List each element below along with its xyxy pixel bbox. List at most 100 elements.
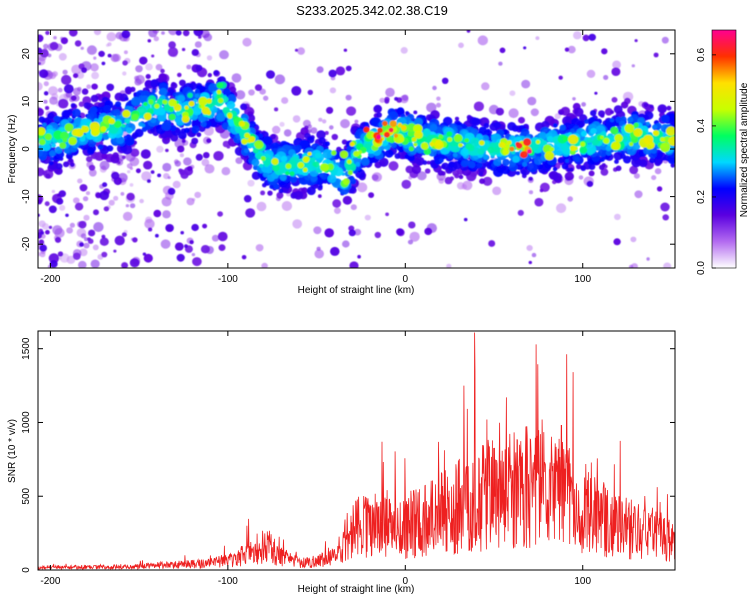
spectrogram-cell <box>420 142 429 150</box>
y-tick-label: 20 <box>21 48 32 60</box>
spectrogram-cell <box>183 157 192 166</box>
spectrogram-cell <box>334 207 341 214</box>
spectrogram-cell <box>342 240 350 248</box>
spectrogram-cell <box>348 163 355 169</box>
spectrogram-cell <box>243 148 249 153</box>
spectrogram-cell <box>611 141 621 151</box>
spectrogram-cell <box>462 180 473 191</box>
spectrogram-cell <box>60 131 69 140</box>
spectrogram-cell <box>586 137 593 144</box>
spectrogram-cell <box>174 242 184 251</box>
spectrogram-cell <box>48 86 58 96</box>
spectrogram-cell <box>101 234 106 239</box>
x-tick-label: 0 <box>403 274 409 285</box>
spectrogram-cell <box>363 126 370 133</box>
spectrogram-cell <box>340 119 350 129</box>
spectrogram-cell <box>227 119 232 123</box>
y-tick-label: 0 <box>21 567 32 573</box>
spectrogram-cell <box>176 111 181 116</box>
spectrogram-cell <box>81 88 89 95</box>
spectrogram-cell <box>143 112 152 121</box>
spectrogram-cell <box>83 102 91 109</box>
spectrogram-cell <box>123 50 128 55</box>
x-tick-label: 100 <box>574 576 591 587</box>
spectrogram-cell <box>97 144 104 150</box>
spectrogram-cell <box>216 112 226 122</box>
spectrogram-cell <box>342 195 353 205</box>
spectrogram-cell <box>527 162 538 173</box>
spectrogram-cell <box>314 249 325 259</box>
spectrogram-cell <box>231 73 242 83</box>
y-tick-label: 10 <box>21 95 32 107</box>
spectrogram-cell <box>564 171 574 181</box>
spectrogram-cell <box>541 140 548 146</box>
spectrogram-cell <box>394 153 401 159</box>
spectrogram-cell <box>69 30 78 37</box>
spectrogram-cell <box>58 53 67 61</box>
spectrogram-cell <box>385 87 395 97</box>
spectrogram-cell <box>623 155 632 164</box>
spectrogram-cell <box>198 96 208 106</box>
spectrogram-cell <box>162 162 172 172</box>
spectrogram-cell <box>331 150 337 156</box>
spectrogram-cell <box>346 106 357 116</box>
spectrogram-cell <box>66 227 73 234</box>
spectrogram-cell <box>257 133 264 139</box>
spectrogram-cell <box>221 167 231 176</box>
spectrogram-cell <box>634 39 638 43</box>
spectrogram-cell <box>155 63 163 71</box>
spectrogram-cell <box>91 71 99 80</box>
spectrogram-cell <box>552 123 558 128</box>
spectrogram-cell <box>53 115 61 123</box>
spectrogram-cell <box>335 66 346 76</box>
spectrogram-cell <box>454 173 460 179</box>
spectrogram-cell <box>89 121 100 132</box>
spectrogram-cell <box>397 122 403 128</box>
spectrogram-cell <box>43 91 49 96</box>
spectrogram-cell <box>520 151 528 159</box>
spectrogram-cell <box>161 31 165 35</box>
spectrogram-cell <box>172 180 181 189</box>
spectrogram-cell <box>206 138 212 144</box>
spectrogram-cell <box>660 114 670 123</box>
spectrogram-cell <box>184 127 190 134</box>
spectrogram-cell <box>108 199 115 206</box>
spectrogram-cell <box>426 160 431 165</box>
snr-x-ticks: -200 -100 0 100 <box>40 331 592 587</box>
spectrogram-cell <box>569 167 574 172</box>
spectrogram-cell <box>609 118 615 123</box>
spectrogram-cell <box>160 239 171 249</box>
snr-x-label: Height of straight line (km) <box>298 584 415 595</box>
spectrogram-cell <box>94 151 105 161</box>
spectrogram-cell <box>522 161 528 167</box>
spectrogram-cell <box>55 163 63 170</box>
spectrogram-cell <box>101 61 106 66</box>
spectrogram-cell <box>38 220 46 228</box>
spectrogram-cell <box>127 106 134 112</box>
spectrogram-cell <box>396 228 404 236</box>
spectrogram-cell <box>350 204 357 211</box>
spectrogram-cell <box>47 119 52 124</box>
spectrogram-cell <box>424 168 431 174</box>
spectrogram-cell <box>121 155 126 160</box>
spectrogram-cell <box>426 102 437 113</box>
spectrogram-cell <box>297 47 305 55</box>
spectrogram-cell <box>483 161 490 167</box>
spectrogram-cell <box>43 99 48 104</box>
spectrogram-cell <box>144 218 155 229</box>
spectrogram-cell <box>191 223 199 232</box>
spectrogram-cell <box>405 165 414 174</box>
spectrogram-cell <box>106 145 114 152</box>
spectrogram-cell <box>292 115 301 123</box>
spectrogram-cell <box>354 119 359 124</box>
spectrogram-cell <box>60 37 68 45</box>
spectrogram-cell <box>278 188 284 194</box>
spectrogram-cell <box>342 178 350 186</box>
spectrogram-cell <box>601 163 606 167</box>
spectrogram-cell <box>207 73 212 78</box>
spectrogram-cell <box>157 173 162 178</box>
spectrogram-cell <box>306 186 316 196</box>
spectrogram-cell <box>101 251 108 258</box>
spectrogram-cell <box>579 146 588 154</box>
spectrogram-cell <box>407 239 414 245</box>
